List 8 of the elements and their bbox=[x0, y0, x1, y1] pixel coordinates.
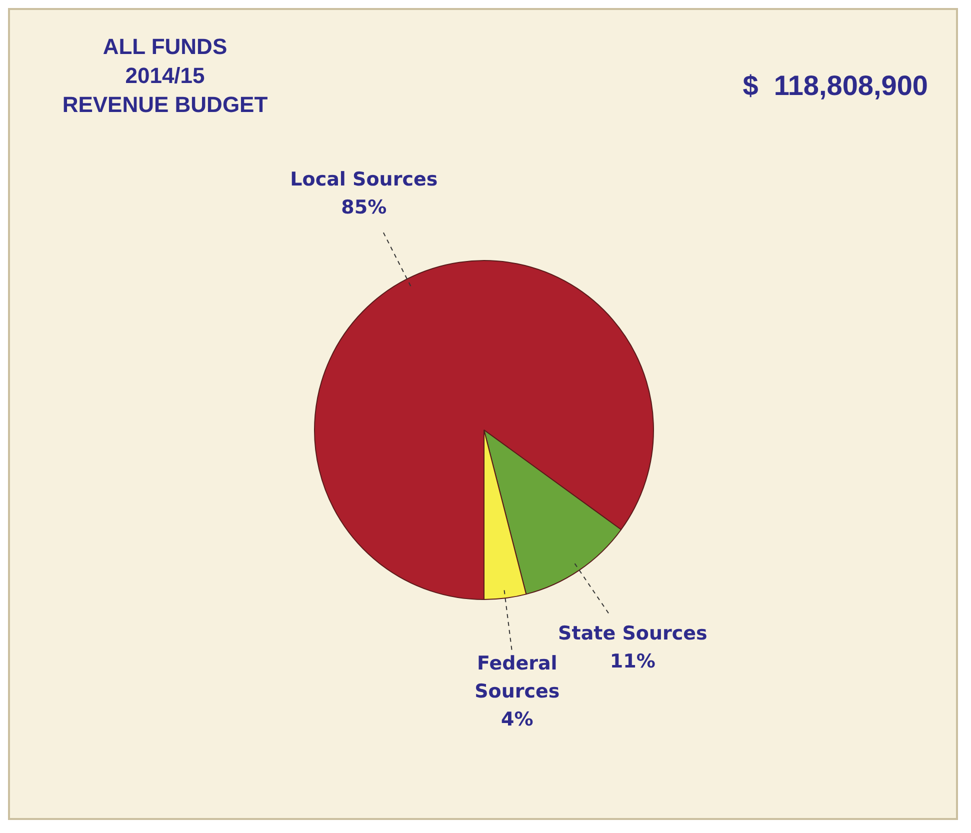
text: $ 118,808,900 bbox=[742, 70, 928, 102]
chart-title: ALL FUNDS 2014/15 REVENUE BUDGET bbox=[61, 33, 269, 119]
slice-label: Federal Sources bbox=[474, 652, 560, 702]
data-label: 11% bbox=[610, 650, 656, 673]
data-label: 4% bbox=[501, 708, 534, 730]
data-label: 85% bbox=[341, 196, 387, 218]
slice-label: Local Sources bbox=[290, 168, 438, 190]
slice-label: State Sources bbox=[558, 622, 708, 645]
